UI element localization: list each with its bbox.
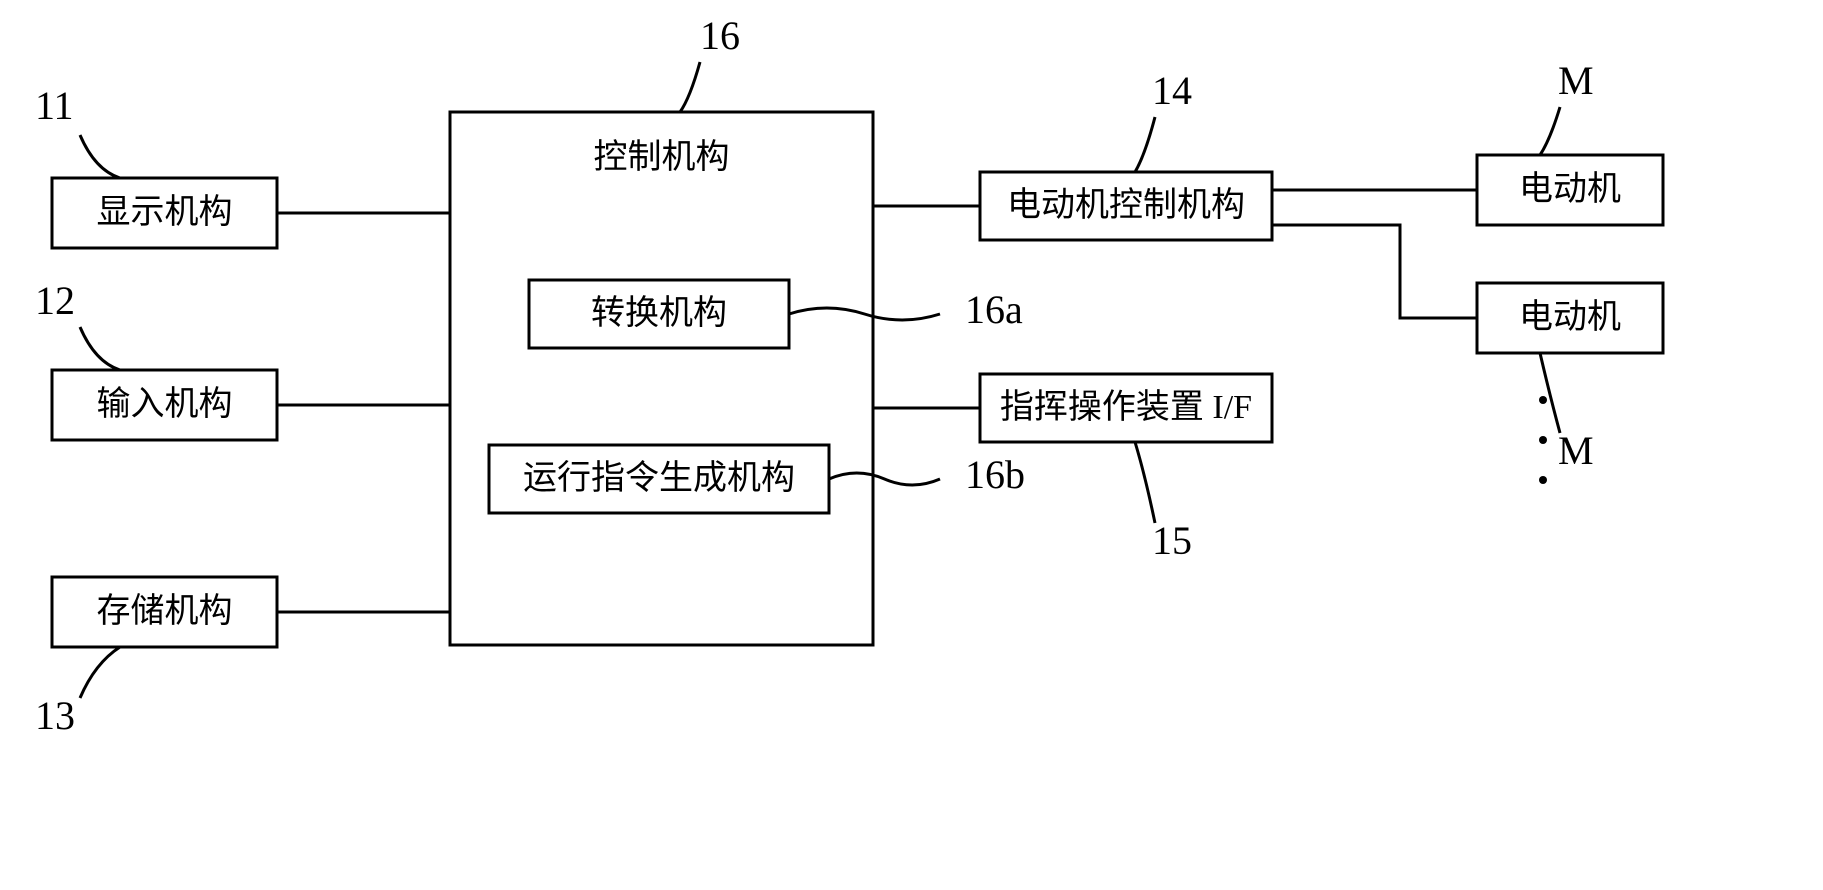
- block-b11: 显示机构: [52, 178, 277, 248]
- ref-label-n14: 14: [1152, 68, 1192, 113]
- block-label-bM2: 电动机: [1519, 298, 1621, 336]
- leader-n15: [1135, 442, 1155, 523]
- ref-label-n13: 13: [35, 693, 75, 738]
- leader-n11: [80, 135, 120, 178]
- leader-n14: [1135, 117, 1155, 172]
- block-label-bM1: 电动机: [1519, 170, 1621, 208]
- block-b14: 电动机控制机构: [980, 172, 1272, 240]
- block-label-b12: 输入机构: [97, 385, 233, 423]
- block-bM2: 电动机: [1477, 283, 1663, 353]
- block-b16: 控制机构: [450, 112, 873, 645]
- block-b15: 指挥操作装置 I/F: [980, 374, 1272, 442]
- ref-label-n16: 16: [700, 13, 740, 58]
- ref-label-n16b: 16b: [965, 452, 1025, 497]
- ref-label-n11: 11: [35, 83, 74, 128]
- block-bM1: 电动机: [1477, 155, 1663, 225]
- ellipsis-dot: [1539, 436, 1547, 444]
- block-b12: 输入机构: [52, 370, 277, 440]
- ref-label-nM2: M: [1558, 428, 1594, 473]
- leader-n16b: [829, 473, 940, 485]
- leader-n12: [80, 327, 120, 370]
- block-b16b: 运行指令生成机构: [489, 445, 829, 513]
- block-label-b14: 电动机控制机构: [1007, 186, 1245, 224]
- block-label-b11: 显示机构: [97, 193, 233, 231]
- leader-n13: [80, 647, 120, 698]
- ref-label-nM1: M: [1558, 58, 1594, 103]
- leader-n16a: [789, 308, 940, 320]
- block-label-b16a: 转换机构: [591, 294, 727, 332]
- block-b13: 存储机构: [52, 577, 277, 647]
- ellipsis-dot: [1539, 476, 1547, 484]
- leader-nM2: [1540, 353, 1560, 433]
- block-label-b15: 指挥操作装置 I/F: [1000, 388, 1252, 426]
- block-label-b13: 存储机构: [97, 592, 233, 630]
- block-b16a: 转换机构: [529, 280, 789, 348]
- ref-label-n16a: 16a: [965, 287, 1023, 332]
- ref-label-n15: 15: [1152, 518, 1192, 563]
- leader-n16: [680, 62, 700, 112]
- ref-label-n12: 12: [35, 278, 75, 323]
- block-label-b16b: 运行指令生成机构: [523, 459, 795, 497]
- ellipsis-dot: [1539, 396, 1547, 404]
- leader-nM1: [1540, 107, 1560, 155]
- block-label-b16: 控制机构: [594, 138, 730, 176]
- connector-line: [1272, 225, 1477, 318]
